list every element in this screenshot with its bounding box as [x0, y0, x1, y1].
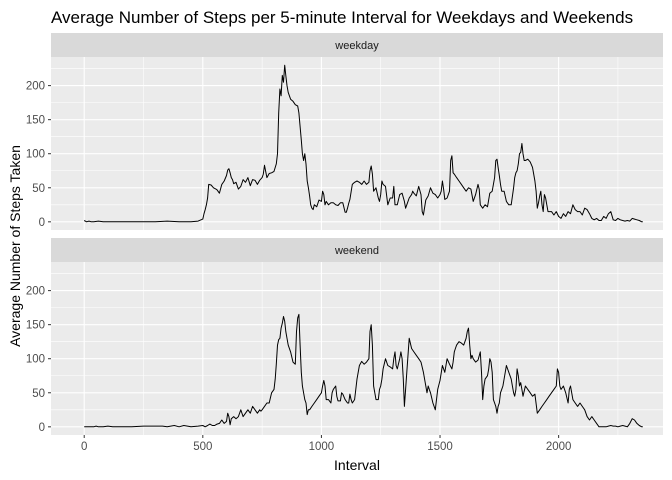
facet-strip-weekend: [51, 238, 663, 262]
y-tick-label-weekend: 200: [26, 286, 45, 298]
panel-grid-weekend: [51, 262, 663, 435]
y-tick-label-weekend: 150: [26, 320, 45, 332]
x-tick-label: 1500: [427, 441, 453, 453]
x-axis-title: Interval: [334, 457, 380, 473]
y-tick-label-weekday: 0: [39, 217, 45, 229]
y-tick-label-weekday: 100: [26, 149, 45, 161]
panel-weekday: weekday 0 50 100 150 200: [26, 33, 663, 230]
facet-strip-label-weekend: weekend: [334, 245, 379, 257]
x-tick-label: 500: [193, 441, 212, 453]
y-axis-title: Average Number of Steps Taken: [7, 145, 23, 347]
panel-grid-weekday: [51, 57, 663, 230]
y-tick-label-weekday: 150: [26, 115, 45, 127]
series-line-weekday: [83, 64, 643, 223]
chart-title: Average Number of Steps per 5-minute Int…: [51, 8, 633, 27]
panel-weekend: weekend 0 50 100 150 200: [26, 238, 663, 435]
y-tick-label-weekend: 0: [39, 422, 45, 434]
y-axis-ticks-weekend: 0 50 100 150 200: [26, 286, 51, 434]
y-tick-label-weekend: 100: [26, 354, 45, 366]
y-axis-ticks-weekday: 0 50 100 150 200: [26, 81, 51, 229]
x-tick-label: 0: [81, 441, 87, 453]
panel-background-weekday: [51, 57, 663, 230]
facet-strip-weekday: [51, 33, 663, 57]
panel-background-weekend: [51, 262, 663, 435]
x-axis: 0 500 1000 1500 2000: [81, 435, 571, 453]
facet-strip-label-weekday: weekday: [334, 40, 379, 52]
x-tick-label: 1000: [309, 441, 335, 453]
x-tick-label: 2000: [546, 441, 572, 453]
series-line-weekend: [84, 313, 643, 428]
y-tick-label-weekend: 50: [32, 388, 45, 400]
y-tick-label-weekday: 50: [32, 183, 45, 195]
y-tick-label-weekday: 200: [26, 81, 45, 93]
